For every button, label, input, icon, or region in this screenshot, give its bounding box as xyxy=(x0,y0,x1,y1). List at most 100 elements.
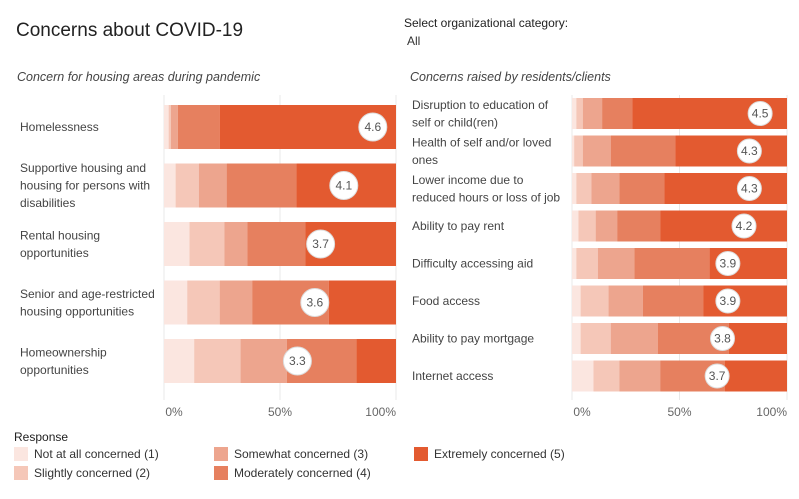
residents-average-marker xyxy=(736,176,762,201)
residents-average-label: 3.9 xyxy=(720,257,737,271)
housing-bar-segment xyxy=(247,222,306,266)
housing-average-label: 4.6 xyxy=(364,120,381,134)
housing-category-label: opportunities xyxy=(20,363,89,377)
housing-category-label: disabilities xyxy=(20,196,75,210)
residents-row: Ability to pay mortgage 3.8 xyxy=(412,323,787,354)
legend-item-not-at-all: Not at all concerned (1) xyxy=(14,446,159,462)
housing-x-tick-label: 100% xyxy=(365,405,396,419)
residents-row: Lower income due to reduced hours or loss… xyxy=(412,173,787,204)
residents-bar-segment xyxy=(572,360,594,392)
residents-average-marker xyxy=(710,326,735,351)
organizational-category-filter[interactable]: All xyxy=(407,34,421,48)
residents-row: Internet access 3.7 xyxy=(412,360,787,392)
residents-bar-segment xyxy=(610,323,658,354)
residents-row: Difficulty accessing aid 3.9 xyxy=(412,248,787,279)
residents-average-label: 4.2 xyxy=(736,219,753,233)
legend-label: Slightly concerned (2) xyxy=(34,466,151,480)
residents-bar-segment xyxy=(580,285,609,317)
housing-x-tick-label: 50% xyxy=(268,405,292,419)
housing-category-label: Rental housing xyxy=(20,228,100,242)
residents-bar-segment xyxy=(617,210,661,242)
housing-x-tick-label: 0% xyxy=(165,405,183,419)
housing-bar-segment xyxy=(198,163,227,208)
residents-category-label: reduced hours or loss of job xyxy=(412,190,560,204)
housing-average-marker xyxy=(358,112,388,142)
legend-item-slightly: Slightly concerned (2) xyxy=(14,465,150,481)
legend-item-somewhat: Somewhat concerned (3) xyxy=(214,446,368,462)
legend-label: Not at all concerned (1) xyxy=(34,447,159,461)
residents-category-label: self or child(ren) xyxy=(412,115,498,129)
housing-average-marker xyxy=(282,346,312,376)
residents-average-label: 3.8 xyxy=(714,332,731,346)
residents-category-label: Difficulty accessing aid xyxy=(412,257,533,271)
housing-bar-segment xyxy=(187,280,220,325)
housing-bar-segment xyxy=(328,280,396,325)
housing-category-label: Senior and age-restricted xyxy=(20,287,155,301)
housing-bar-segment xyxy=(164,222,190,266)
housing-bar-segment xyxy=(224,222,248,266)
legend-swatch xyxy=(214,447,228,461)
residents-category-label: Food access xyxy=(412,294,480,308)
housing-bar-segment xyxy=(164,163,176,208)
legend-label: Somewhat concerned (3) xyxy=(234,447,369,461)
legend-swatch xyxy=(214,466,228,480)
residents-average-label: 4.5 xyxy=(752,107,769,121)
residents-average-label: 3.7 xyxy=(709,369,726,383)
residents-row: Food access 3.9 xyxy=(412,285,787,317)
housing-row: Supportive housing and housing for person… xyxy=(20,161,396,210)
residents-row: Ability to pay rent 4.2 xyxy=(412,210,787,242)
residents-row: Health of self and/or loved ones 4.3 xyxy=(412,135,787,167)
housing-row: Rental housing opportunities 3.7 xyxy=(20,222,396,266)
residents-bar-segment xyxy=(664,173,787,204)
housing-category-label: Homeownership xyxy=(20,345,107,359)
housing-category-label: Homelessness xyxy=(20,120,99,134)
residents-category-label: Ability to pay mortgage xyxy=(412,332,534,346)
residents-category-label: Lower income due to xyxy=(412,173,524,187)
housing-bar-segment xyxy=(170,105,178,149)
residents-bar-segment xyxy=(572,248,577,279)
residents-bar-segment xyxy=(578,210,596,242)
residents-bar-segment xyxy=(572,323,581,354)
residents-average-label: 3.9 xyxy=(720,294,737,308)
legend-item-extremely: Extremely concerned (5) xyxy=(414,446,565,462)
residents-bar-segment xyxy=(572,173,577,204)
residents-bar-segment xyxy=(572,210,579,242)
residents-average-marker xyxy=(715,251,741,276)
residents-bar-segment xyxy=(610,135,676,167)
legend-swatch xyxy=(14,466,28,480)
residents-bar-segment xyxy=(660,210,787,242)
residents-category-label: ones xyxy=(412,153,438,167)
housing-bar-segment xyxy=(189,222,225,266)
residents-bar-segment xyxy=(724,360,787,392)
residents-bar-segment xyxy=(619,173,665,204)
filter-label: Select organizational category: xyxy=(404,16,569,30)
residents-x-tick-label: 0% xyxy=(573,405,591,419)
residents-bar-segment xyxy=(608,285,643,317)
housing-average-marker xyxy=(329,171,359,200)
residents-bar-segment xyxy=(574,135,583,167)
housing-category-label: Supportive housing and xyxy=(20,161,146,175)
residents-bar-segment xyxy=(595,210,618,242)
residents-bar-segment xyxy=(591,173,620,204)
residents-bar-segment xyxy=(572,98,577,129)
residents-average-marker xyxy=(747,101,773,126)
housing-bar-segment xyxy=(164,105,169,149)
housing-row: Senior and age-restricted housing opportu… xyxy=(20,280,396,325)
residents-average-marker xyxy=(715,288,741,314)
page-title: Concerns about COVID-19 xyxy=(16,20,244,41)
residents-bar-segment xyxy=(675,135,787,167)
residents-bar-segment xyxy=(728,323,787,354)
residents-bar-segment xyxy=(576,248,598,279)
legend-item-moderately: Moderately concerned (4) xyxy=(214,465,371,481)
housing-average-label: 3.6 xyxy=(306,296,323,310)
residents-average-marker xyxy=(731,213,757,239)
housing-bar-segment xyxy=(164,280,188,325)
housing-chart-title: Concern for housing areas during pandemi… xyxy=(17,70,261,84)
residents-bar-segment xyxy=(576,98,583,129)
residents-bar-segment xyxy=(580,323,611,354)
residents-category-label: Health of self and/or loved xyxy=(412,135,551,149)
housing-bar-segment xyxy=(164,339,195,383)
housing-average-label: 3.7 xyxy=(312,237,329,251)
legend-swatch xyxy=(14,447,28,461)
residents-bar-segment xyxy=(572,135,575,167)
